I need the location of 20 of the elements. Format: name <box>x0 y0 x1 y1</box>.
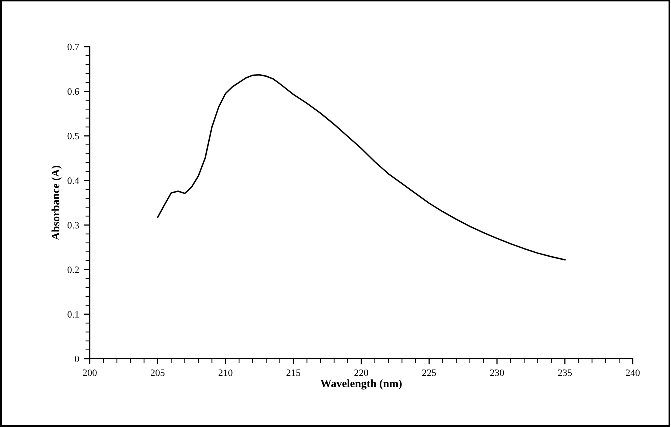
x-tick-label: 200 <box>83 370 97 376</box>
x-tick-label: 230 <box>490 370 504 376</box>
y-tick-label: 0.2 <box>68 266 80 274</box>
x-tick-label: 205 <box>151 370 165 376</box>
y-tick-label: 0.3 <box>68 222 80 229</box>
y-tick-label: 0.6 <box>68 88 80 96</box>
y-tick-label: 0 <box>75 356 80 362</box>
x-tick-label: 215 <box>286 370 301 376</box>
line-series <box>157 74 566 261</box>
x-tick-label: 220 <box>354 370 368 376</box>
x-tick-label: 240 <box>626 370 640 376</box>
x-tick-label: 210 <box>218 370 233 376</box>
x-tick-label: 235 <box>558 370 572 376</box>
x-axis-title: Wavelength (nm) <box>320 380 402 390</box>
y-tick-label: 0.5 <box>68 133 80 140</box>
x-tick-label: 225 <box>422 370 436 376</box>
y-tick-label: 0.1 <box>68 311 79 318</box>
y-tick-label: 0.4 <box>68 178 80 184</box>
y-tick-label: 0.7 <box>68 44 80 51</box>
y-axis-title: Absorbance (A) <box>52 166 62 240</box>
